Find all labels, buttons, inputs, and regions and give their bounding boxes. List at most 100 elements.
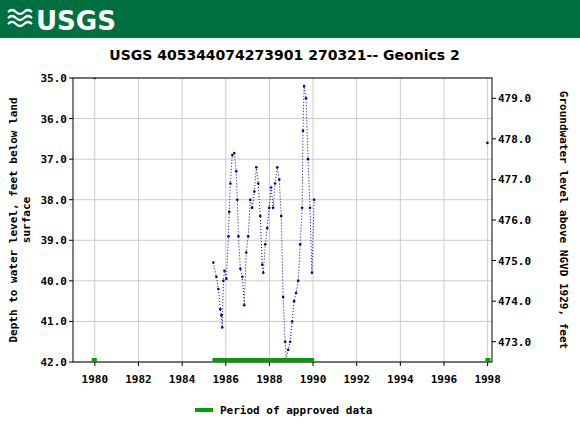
data-point [217, 288, 220, 291]
y2-tick-label: 474.0 [498, 295, 531, 308]
y-tick [69, 321, 73, 322]
x-tick-label: 1984 [169, 373, 196, 386]
y-tick [69, 78, 73, 79]
data-point [262, 271, 265, 274]
y2-tick [492, 220, 496, 221]
y-tick [69, 159, 73, 160]
data-point [284, 340, 287, 343]
y-tick [69, 199, 73, 200]
data-point [227, 235, 230, 238]
background [0, 0, 580, 430]
data-point [295, 292, 298, 295]
x-tick [225, 362, 226, 366]
logo-wave [8, 16, 32, 20]
data-point [272, 207, 275, 210]
grid-line [400, 78, 401, 362]
y-tick-label: 41.0 [41, 315, 68, 328]
y2-tick [492, 341, 496, 342]
data-point [297, 280, 300, 283]
x-tick-label: 1992 [343, 373, 370, 386]
x-tick-label: 1996 [431, 373, 458, 386]
data-point [212, 261, 215, 264]
data-point [301, 207, 304, 210]
x-tick [313, 362, 314, 366]
x-tick-label: 1990 [300, 373, 327, 386]
title: USGS 405344074273901 270321-- Geonics 2 [109, 47, 459, 63]
y2-tick [492, 98, 496, 99]
data-point [282, 296, 285, 299]
x-tick [487, 362, 488, 366]
data-point [276, 166, 279, 169]
x-tick-label: 1982 [125, 373, 152, 386]
y-tick [69, 280, 73, 281]
data-point [303, 85, 306, 88]
data-point [305, 97, 308, 100]
data-point [229, 182, 232, 185]
data-point [291, 320, 294, 323]
y-tick-label: 39.0 [41, 234, 68, 247]
plot-frame [73, 78, 492, 362]
y2-tick [492, 138, 496, 139]
y2-axis-label: Groundwater level above NGVD 1929, feet [557, 91, 570, 349]
y2-tick [492, 301, 496, 302]
chart: USGSUSGS 405344074273901 270321-- Geonic… [0, 0, 580, 430]
data-point [233, 152, 236, 155]
data-point [220, 314, 223, 317]
y2-tick-label: 478.0 [498, 133, 531, 146]
grid-line [356, 78, 357, 362]
grid-line [73, 118, 492, 119]
grid-line [269, 78, 270, 362]
grid-line [73, 321, 492, 322]
grid [73, 78, 492, 362]
grid-line [73, 240, 492, 241]
y-tick-label: 42.0 [41, 356, 68, 369]
y2-tick [492, 179, 496, 180]
x-tick [94, 362, 95, 366]
data-point [266, 227, 269, 230]
y-tick-label: 35.0 [41, 72, 68, 85]
x-tick [182, 362, 183, 366]
y-tick-label: 40.0 [41, 275, 68, 288]
grid-line [487, 78, 488, 362]
data-point [241, 276, 244, 279]
y2-tick-label: 476.0 [498, 214, 531, 227]
data-point [253, 190, 256, 193]
data-point [274, 182, 277, 185]
approved-period [92, 358, 97, 362]
data-point [486, 142, 489, 145]
data-point [257, 182, 260, 185]
x-tick [138, 362, 139, 366]
x-tick [269, 362, 270, 366]
grid-line [225, 78, 226, 362]
data-point [231, 154, 234, 157]
x-tick-label: 1988 [256, 373, 283, 386]
y2-tick-label: 479.0 [498, 92, 531, 105]
data-point [236, 198, 239, 201]
y-tick [69, 362, 73, 363]
approved-period [212, 358, 314, 362]
data-point [268, 207, 271, 210]
y-tick-label: 37.0 [41, 153, 68, 166]
y-axis-label: surface [20, 196, 33, 243]
legend-label: Period of approved data [220, 404, 372, 417]
y-tick-label: 38.0 [41, 194, 68, 207]
x-tick-label: 1980 [82, 373, 109, 386]
data-point [264, 243, 267, 246]
data-point [287, 349, 290, 352]
y2-tick-label: 477.0 [498, 173, 531, 186]
data-point [309, 207, 312, 210]
logo-icon [8, 10, 32, 26]
x-tick [400, 362, 401, 366]
data-point [219, 308, 222, 311]
data-point [94, 78, 97, 79]
y-tick [69, 240, 73, 241]
grid-line [313, 78, 314, 362]
y-tick [69, 118, 73, 119]
legend-swatch [195, 408, 213, 412]
grid-line [182, 78, 183, 362]
data-point [278, 178, 281, 181]
data-point [313, 198, 316, 201]
data-point [293, 300, 296, 303]
data-point [261, 263, 264, 266]
data-point [311, 271, 314, 274]
